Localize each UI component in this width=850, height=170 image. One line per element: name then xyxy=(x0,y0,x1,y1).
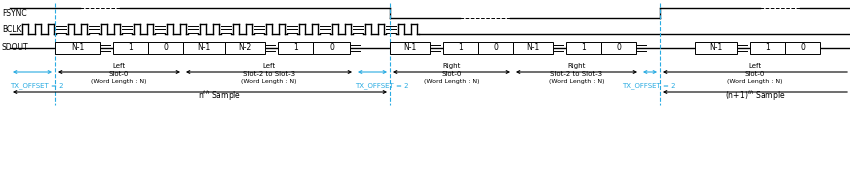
Text: 0: 0 xyxy=(800,44,805,53)
Bar xyxy=(55,42,100,54)
Text: Left: Left xyxy=(749,63,762,69)
Text: (Word Length : N): (Word Length : N) xyxy=(728,79,783,84)
Text: 1: 1 xyxy=(458,44,463,53)
Text: Left: Left xyxy=(263,63,275,69)
Text: (Word Length : N): (Word Length : N) xyxy=(91,79,147,84)
Bar xyxy=(225,42,265,54)
Text: Slot-2 to Slot-3: Slot-2 to Slot-3 xyxy=(551,71,603,77)
Bar xyxy=(566,42,601,54)
Text: Slot-2 to Slot-3: Slot-2 to Slot-3 xyxy=(243,71,295,77)
Text: (n+1)$^{th}$ Sample: (n+1)$^{th}$ Sample xyxy=(725,89,785,103)
Text: Right: Right xyxy=(442,63,461,69)
Bar xyxy=(113,42,148,54)
Text: n$^{th}$ Sample: n$^{th}$ Sample xyxy=(198,89,241,103)
Text: N-1: N-1 xyxy=(404,44,416,53)
Text: N-1: N-1 xyxy=(71,44,84,53)
Text: 0: 0 xyxy=(493,44,498,53)
Text: TX_OFFSET = 2: TX_OFFSET = 2 xyxy=(622,82,676,89)
Text: 0: 0 xyxy=(329,44,334,53)
Bar xyxy=(785,42,820,54)
Text: 1: 1 xyxy=(128,44,133,53)
Text: Slot-0: Slot-0 xyxy=(745,71,765,77)
Text: Left: Left xyxy=(112,63,126,69)
Text: Right: Right xyxy=(567,63,586,69)
Text: N-1: N-1 xyxy=(197,44,211,53)
Text: (Word Length : N): (Word Length : N) xyxy=(424,79,479,84)
Text: TX_OFFSET = 2: TX_OFFSET = 2 xyxy=(355,82,409,89)
Text: N-2: N-2 xyxy=(238,44,252,53)
Text: Slot-0: Slot-0 xyxy=(109,71,129,77)
Text: (Word Length : N): (Word Length : N) xyxy=(241,79,297,84)
Bar xyxy=(443,42,478,54)
Text: SDOUT: SDOUT xyxy=(2,44,29,53)
Text: FSYNC: FSYNC xyxy=(2,8,26,18)
Bar xyxy=(601,42,636,54)
Text: 0: 0 xyxy=(163,44,168,53)
Text: N-1: N-1 xyxy=(710,44,722,53)
Bar xyxy=(750,42,785,54)
Text: N-1: N-1 xyxy=(526,44,540,53)
Text: Slot-0: Slot-0 xyxy=(441,71,462,77)
Text: 1: 1 xyxy=(293,44,298,53)
Text: 0: 0 xyxy=(616,44,621,53)
Bar xyxy=(695,42,737,54)
Text: (Word Length : N): (Word Length : N) xyxy=(549,79,604,84)
Text: TX_OFFSET = 2: TX_OFFSET = 2 xyxy=(10,82,64,89)
Text: 1: 1 xyxy=(581,44,586,53)
Bar xyxy=(313,42,350,54)
Text: 1: 1 xyxy=(765,44,770,53)
Bar xyxy=(183,42,225,54)
Bar xyxy=(513,42,553,54)
Bar xyxy=(390,42,430,54)
Bar xyxy=(148,42,183,54)
Bar xyxy=(478,42,513,54)
Bar xyxy=(278,42,313,54)
Text: BCLK: BCLK xyxy=(2,24,21,33)
